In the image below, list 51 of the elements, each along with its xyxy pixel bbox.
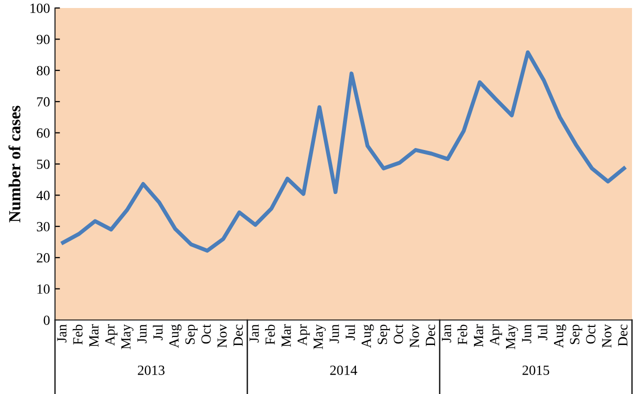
x-tick-label: Apr: [298, 324, 310, 346]
y-axis-title: Number of cases: [8, 106, 20, 222]
x-tick-label: Jun: [330, 324, 339, 344]
y-tick-label: 80: [36, 66, 50, 76]
x-tick-label: Oct: [586, 324, 596, 344]
x-tick-label: Oct: [201, 324, 211, 344]
x-tick-label: Mar: [282, 324, 291, 347]
x-tick-label: Oct: [394, 324, 404, 344]
x-tick-label: Nov: [410, 324, 420, 348]
x-tick-label: Dec: [234, 324, 243, 346]
x-tick-label: Jun: [137, 324, 147, 344]
y-tick-label: 30: [36, 222, 50, 232]
x-tick-label: Feb: [72, 324, 83, 345]
y-tick-label: 90: [36, 34, 50, 44]
x-tick-label: Mar: [474, 324, 484, 347]
x-tick-label: May: [121, 324, 134, 350]
y-tick-label: 10: [37, 284, 50, 294]
x-tick-label: Dec: [426, 324, 436, 346]
x-tick-label: Nov: [602, 324, 612, 348]
x-tick-label: Jan: [442, 324, 452, 342]
text: 2015: [522, 366, 550, 375]
x-tick-label: Feb: [457, 324, 468, 345]
x-tick-label: Sep: [378, 324, 390, 344]
y-tick-label: 40: [36, 190, 50, 200]
x-tick-label: Sep: [185, 324, 198, 344]
y-tick-label: 50: [37, 160, 50, 169]
x-tick-label: Jul: [345, 324, 355, 340]
x-tick-label: Dec: [618, 324, 628, 346]
x-tick-label: May: [314, 324, 326, 350]
x-tick-label: Jan: [250, 324, 259, 342]
x-tick-label: Aug: [554, 324, 566, 348]
x-tick-label: Nov: [218, 324, 227, 348]
y-tick-label: 100: [30, 4, 50, 13]
x-tick-label: Aug: [362, 324, 374, 348]
y-tick-label: 0: [44, 316, 50, 325]
y-tick-label: 70: [37, 97, 50, 107]
y-tick-label: 20: [36, 253, 50, 263]
x-tick-label: Sep: [570, 324, 582, 344]
x-tick-label: Jan: [57, 324, 66, 342]
x-tick-label: Aug: [169, 324, 182, 348]
x-tick-label: May: [506, 324, 518, 350]
x-tick-label: Jun: [522, 324, 532, 344]
text: 2013: [138, 366, 165, 375]
x-tick-label: Apr: [490, 324, 502, 346]
x-tick-label: Apr: [105, 324, 118, 346]
x-tick-label: Mar: [89, 324, 99, 347]
y-tick-label: 60: [36, 128, 50, 138]
x-tick-label: Jul: [152, 324, 163, 340]
x-tick-label: Jul: [538, 324, 548, 340]
text: 2014: [330, 366, 358, 375]
x-tick-label: Feb: [265, 324, 275, 345]
